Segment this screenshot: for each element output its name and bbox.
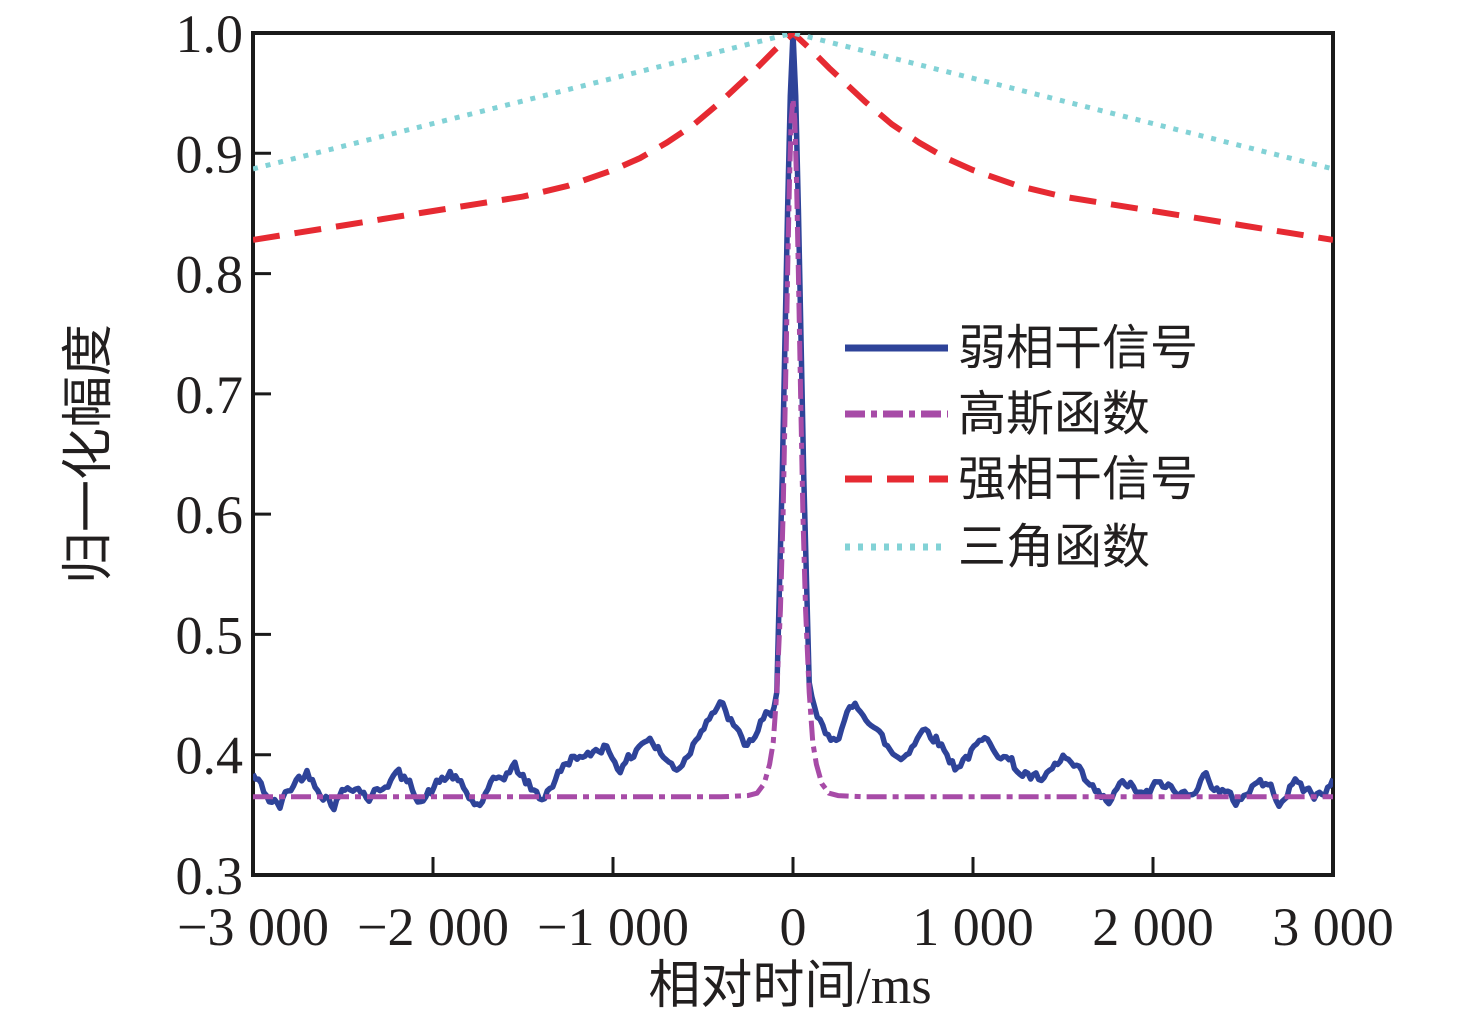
- x-tick-label: 1 000: [912, 897, 1034, 957]
- y-tick-label: 0.6: [176, 485, 244, 545]
- x-tick-label: 2 000: [1092, 897, 1214, 957]
- y-tick-label: 0.4: [176, 726, 244, 786]
- y-tick-label: 0.8: [176, 245, 244, 305]
- y-tick-label: 0.9: [176, 124, 244, 184]
- legend-label-triangle: 三角函数: [958, 521, 1150, 574]
- y-tick-label: 0.7: [176, 365, 244, 425]
- y-tick-label: 1.0: [176, 4, 244, 64]
- x-tick-label: −1 000: [537, 897, 689, 957]
- x-axis-label: 相对时间/ms: [648, 958, 931, 1015]
- data-curves: [253, 33, 1333, 813]
- legend-label-strong-coherent: 强相干信号: [958, 453, 1198, 506]
- x-tick-label: −3 000: [177, 897, 329, 957]
- x-tick-label: −2 000: [357, 897, 509, 957]
- series-triangle-line: [253, 33, 1333, 172]
- series-strong-coherent-line: [253, 33, 1333, 243]
- axis-ticks: [253, 151, 1155, 875]
- y-tick-label: 0.3: [176, 846, 244, 906]
- legend-label-weak-coherent: 弱相干信号: [958, 322, 1198, 375]
- x-tick-label: 0: [780, 897, 807, 957]
- x-tick-label: 3 000: [1272, 897, 1394, 957]
- series-weak-coherent-line: [253, 33, 1333, 813]
- axis-tick-labels: −3 000 −2 000 −1 000 0 1 000 2 000 3 000 0.3 0.4…: [176, 4, 1394, 957]
- y-tick-label: 0.5: [176, 605, 244, 665]
- legend-label-gaussian: 高斯函数: [958, 388, 1150, 441]
- series-gaussian-line: [253, 96, 1333, 800]
- y-axis-label: 归一化幅度: [61, 324, 118, 584]
